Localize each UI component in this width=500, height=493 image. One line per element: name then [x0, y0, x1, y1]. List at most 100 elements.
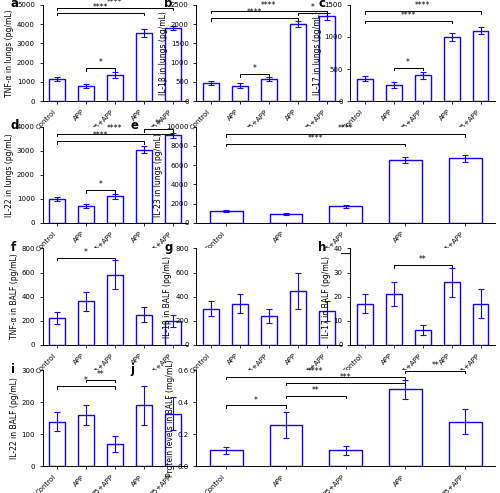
Bar	[232, 304, 248, 345]
Bar	[136, 33, 152, 101]
Bar	[318, 16, 334, 101]
Bar	[414, 330, 430, 345]
Bar	[329, 207, 362, 223]
Bar	[49, 318, 65, 345]
Bar	[356, 79, 372, 101]
Bar	[136, 406, 152, 466]
Y-axis label: IL-23 in lungs (pg/mL): IL-23 in lungs (pg/mL)	[154, 133, 164, 217]
Bar	[136, 149, 152, 223]
Bar	[290, 24, 306, 101]
Text: 6 h: 6 h	[248, 140, 260, 148]
Text: *: *	[310, 2, 314, 12]
Bar	[261, 316, 276, 345]
Y-axis label: IL-22 in BALF (pg/mL): IL-22 in BALF (pg/mL)	[10, 377, 18, 459]
Text: *: *	[254, 395, 258, 405]
Bar	[290, 290, 306, 345]
Text: g: g	[164, 241, 173, 254]
Bar	[165, 135, 181, 223]
Bar	[165, 414, 181, 466]
Text: h: h	[318, 241, 326, 254]
Bar	[107, 75, 123, 101]
Text: 24 h: 24 h	[150, 261, 167, 270]
Text: 6 h: 6 h	[402, 383, 414, 392]
Text: **: **	[432, 361, 439, 370]
Text: f: f	[10, 241, 16, 254]
Bar	[107, 444, 123, 466]
Text: 24 h: 24 h	[427, 261, 444, 270]
Bar	[78, 86, 94, 101]
Text: **: **	[312, 386, 320, 395]
Text: *: *	[98, 180, 102, 189]
Text: 6 h: 6 h	[248, 383, 260, 392]
Bar	[49, 422, 65, 466]
Y-axis label: Protein levels in BALF (mg/mL): Protein levels in BALF (mg/mL)	[166, 359, 174, 477]
Bar	[444, 37, 460, 101]
Bar	[78, 415, 94, 466]
Text: ****: ****	[415, 1, 430, 10]
Bar	[386, 294, 402, 345]
Text: ****: ****	[308, 134, 324, 143]
Bar	[203, 309, 219, 345]
Bar	[444, 282, 460, 345]
Text: ****: ****	[107, 0, 122, 7]
Bar	[78, 206, 94, 223]
Bar	[261, 79, 276, 101]
Y-axis label: IL-22 in lungs (pg/mL): IL-22 in lungs (pg/mL)	[5, 133, 14, 216]
Text: ****: ****	[308, 367, 324, 376]
Text: *: *	[84, 376, 88, 386]
Y-axis label: TNF-α in BALF (pg/mL): TNF-α in BALF (pg/mL)	[10, 254, 18, 339]
Text: *: *	[406, 58, 410, 67]
Bar	[386, 85, 402, 101]
Bar	[49, 199, 65, 223]
Y-axis label: IL-1β in BALF (pg/mL): IL-1β in BALF (pg/mL)	[164, 255, 172, 338]
Text: ****: ****	[261, 0, 276, 10]
Bar	[270, 425, 302, 466]
Bar	[232, 86, 248, 101]
Bar	[270, 214, 302, 223]
Text: **: **	[418, 255, 426, 264]
Text: 24 h: 24 h	[304, 140, 320, 148]
Bar	[165, 320, 181, 345]
Text: 6 h: 6 h	[402, 140, 414, 148]
Text: 24 h: 24 h	[304, 383, 320, 392]
Text: ***: ***	[340, 373, 351, 382]
Text: **: **	[154, 119, 162, 128]
Y-axis label: IL-17 in lungs (pg/mL): IL-17 in lungs (pg/mL)	[313, 11, 322, 95]
Text: i: i	[10, 362, 14, 376]
Bar	[136, 315, 152, 345]
Bar	[107, 196, 123, 223]
Bar	[389, 389, 422, 466]
Text: ****: ****	[246, 8, 262, 17]
Bar	[107, 275, 123, 345]
Text: e: e	[130, 119, 138, 132]
Y-axis label: TNF-α in lungs (pg/mL): TNF-α in lungs (pg/mL)	[5, 9, 14, 97]
Text: 24 h: 24 h	[458, 383, 474, 392]
Text: ****: ****	[107, 124, 122, 133]
Text: a: a	[10, 0, 18, 10]
Text: 6 h: 6 h	[94, 383, 106, 392]
Text: 24 h: 24 h	[150, 140, 167, 148]
Text: ****: ****	[92, 131, 108, 140]
Text: c: c	[318, 0, 326, 10]
Bar	[49, 79, 65, 101]
Bar	[210, 451, 242, 466]
Text: ****: ****	[338, 124, 353, 134]
Bar	[389, 160, 422, 223]
Y-axis label: IL-1β in lungs (pg/mL): IL-1β in lungs (pg/mL)	[159, 11, 168, 95]
Text: 24 h: 24 h	[458, 140, 474, 148]
Text: *: *	[98, 58, 102, 68]
Bar	[472, 304, 488, 345]
Text: 6 h: 6 h	[94, 261, 106, 270]
Text: 6 h: 6 h	[310, 261, 322, 270]
Bar	[448, 422, 482, 466]
Text: *: *	[84, 248, 88, 257]
Text: ****: ****	[400, 11, 416, 20]
Text: 6 h: 6 h	[94, 140, 106, 148]
Bar	[78, 301, 94, 345]
Bar	[472, 31, 488, 101]
Text: b: b	[164, 0, 173, 10]
Text: 24 h: 24 h	[150, 383, 167, 392]
Bar	[448, 158, 482, 223]
Text: d: d	[10, 119, 19, 132]
Y-axis label: IL-17 in BALF (pg/mL): IL-17 in BALF (pg/mL)	[322, 255, 331, 338]
